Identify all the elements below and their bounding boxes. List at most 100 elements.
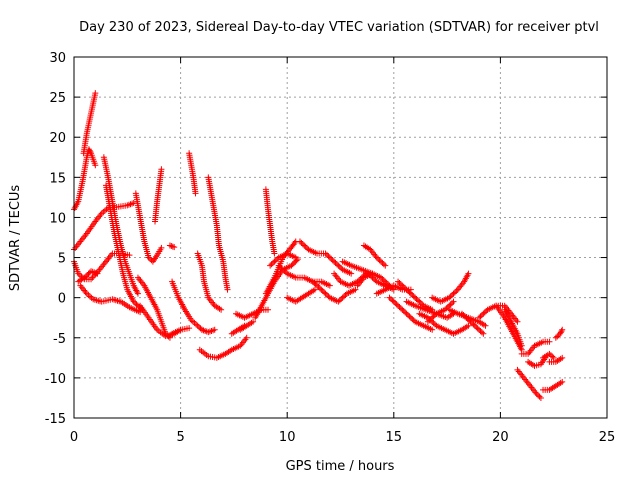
data-point [380,261,387,268]
data-point [211,326,218,333]
data-point [329,257,336,264]
data-point [465,322,472,329]
series-arc-32 [331,270,370,289]
data-point [382,262,389,269]
data-point [92,90,99,97]
data-point [533,390,540,397]
data-point [395,302,402,309]
series-arc-35 [360,242,389,269]
data-point [341,293,348,300]
data-point [464,316,471,323]
data-point [250,318,257,325]
series-arc-27 [267,250,299,269]
series-arc-6 [77,282,144,316]
series-arc-16 [186,150,199,197]
data-point [447,293,454,300]
data-point [312,281,319,288]
data-point [476,314,483,321]
data-point [392,300,399,307]
data-point [171,244,178,251]
series-arc-17 [194,250,225,313]
data-point [413,296,420,303]
data-point [100,209,107,216]
data-point [407,314,414,321]
data-point [446,294,453,301]
series-arc-50 [514,366,544,401]
data-point [429,314,436,321]
data-point [443,305,450,312]
data-point [333,261,340,268]
grid-lines [74,57,607,418]
data-point [410,317,417,324]
data-point [444,304,451,311]
series-arc-11 [152,166,165,225]
series-arc-55 [552,326,566,341]
series-arc-9 [134,274,173,341]
data-point [322,290,329,297]
series-arc-34 [354,270,393,289]
data-point [416,298,423,305]
data-point [451,289,458,296]
data-point [395,278,402,285]
data-point [390,298,397,305]
x-tick-label: 10 [279,430,296,445]
data-point [461,313,468,320]
series-arc-49 [518,338,553,357]
data-point [410,293,417,300]
data-point [376,257,383,264]
data-point [537,394,544,401]
data-point [379,259,386,266]
data-point [406,313,413,320]
data-point [473,324,480,331]
series-arc-3 [71,200,137,253]
data-point [470,321,477,328]
series-arc-19 [205,174,231,293]
data-point [134,290,141,297]
plot-frame [73,56,608,419]
data-point [409,291,416,298]
data-point [554,333,561,340]
x-tick-label: 5 [176,430,184,445]
series-arc-18 [198,326,218,336]
data-point [378,258,385,265]
data-point [326,282,333,289]
data-point [393,301,400,308]
data-point [412,294,419,301]
y-tick-label: 10 [49,211,66,226]
y-tick-label: 5 [58,252,66,267]
data-point [197,325,204,332]
data-point [557,329,564,336]
data-point [86,147,93,154]
data-point [338,296,345,303]
data-point [289,261,296,268]
data-point [373,254,380,261]
data-point [299,241,306,248]
data-point [331,258,338,265]
data-point [369,274,376,281]
data-point [275,262,282,269]
data-point [323,291,330,298]
data-point [402,309,409,316]
x-tick-label: 15 [386,430,403,445]
series-arc-15 [169,325,193,337]
data-point [277,263,284,270]
data-point [546,350,553,357]
data-point [405,287,412,294]
data-point [189,318,196,325]
data-point [304,245,311,252]
data-point [465,270,472,277]
data-point [478,329,485,336]
data-point [480,310,487,317]
data-point [559,378,566,385]
data-point [547,352,554,359]
data-point [379,275,386,282]
data-point [559,326,566,333]
data-point [168,243,175,250]
x-tick-label: 25 [599,430,616,445]
data-point [224,286,231,293]
data-point [325,253,332,260]
series-arc-24 [262,186,278,257]
data-point [397,281,404,288]
data-point [323,251,330,258]
data-point [403,286,410,293]
